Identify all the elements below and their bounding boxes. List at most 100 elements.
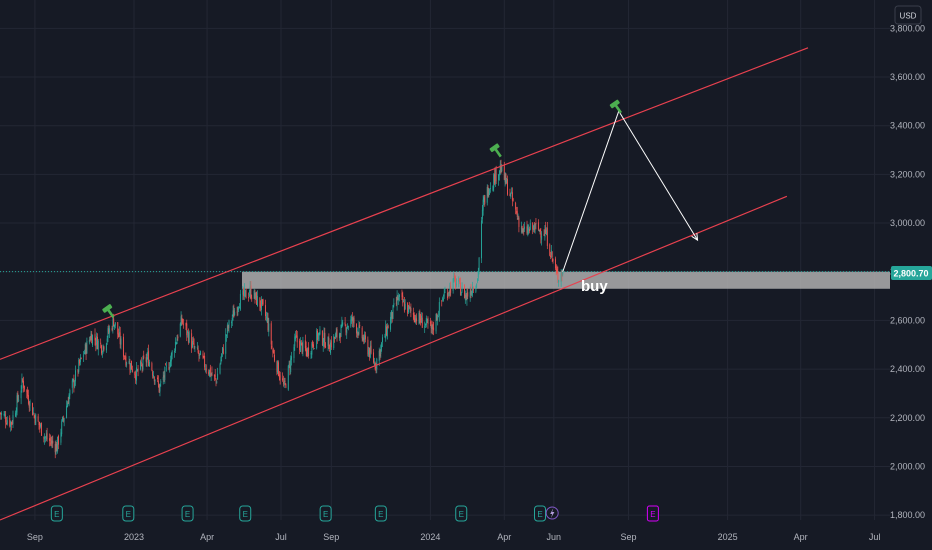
candle-body [228,320,230,329]
candle-body [493,174,495,188]
candle-body [74,382,76,388]
candle-body [168,367,170,370]
candle-body [450,286,452,293]
candle-body [316,330,318,349]
candle-body [182,319,184,324]
candle-body [17,393,19,400]
candle-body [68,395,70,405]
candle-body [483,197,485,202]
candle-body [108,329,110,333]
candle-body [34,416,36,424]
candle-body [364,334,366,341]
candle-body [490,188,491,189]
x-tick-label: 2025 [718,532,738,542]
candle-body [507,179,508,195]
candle-body [11,422,13,424]
candle-body [453,276,455,282]
candle-body [524,226,526,229]
candle-body [200,351,202,356]
candle-body [432,323,434,330]
candle-body [511,191,513,193]
candle-body [148,350,150,366]
candle-body [100,342,102,345]
candle-body [265,305,266,317]
candle-body [277,360,279,374]
candle-body [306,349,308,357]
support-zone-box [241,271,891,289]
candle-body [477,270,479,278]
candle-body [504,173,506,183]
candle-body [146,357,148,363]
candle-body [226,334,228,337]
candle-body [276,361,278,373]
candle-body [248,297,249,298]
candle-body [233,310,235,318]
candle-body [213,374,215,376]
candle-body [248,294,250,296]
candle-body [287,365,289,390]
projection-segment [562,110,620,272]
candle-body [164,366,166,380]
candle-body [16,395,18,413]
candle-body [123,355,125,357]
candle-body [555,267,557,271]
candle-body [192,341,194,343]
x-tick-label: 2023 [124,532,144,542]
candle-body [381,342,383,348]
candle-body [540,233,542,238]
candle-body [356,330,358,334]
candle-body [458,280,460,282]
candle-body [147,352,149,357]
candle-body [140,362,142,365]
candle-body [265,316,267,318]
y-tick-label: 2,200.00 [890,413,925,423]
candle-body [426,320,428,322]
candle-body [549,244,551,256]
candle-body [408,305,409,313]
candle-body [118,331,120,336]
earnings-badge-icon: E [319,505,332,522]
candle-body [330,342,331,354]
candle-body [288,363,290,365]
candle-body [126,363,128,364]
candle-body [169,367,171,368]
candle-body [261,299,262,311]
support-zone [0,271,891,289]
candle-body [253,290,255,299]
lightning-icon [545,506,559,520]
candle-body [210,374,212,376]
candle-body [21,377,23,389]
candle-body [461,286,463,292]
candle-body [341,322,343,326]
candle-body [245,289,247,299]
candle-body [552,259,554,261]
candle-body [499,164,501,173]
candle-body [193,343,195,348]
candle-body [520,227,522,229]
candle-body [399,294,400,297]
currency-button[interactable]: USD [894,5,922,25]
candle-body [307,347,309,356]
candle-body [380,345,382,355]
candle-body [40,424,42,427]
candle-body [1,412,3,415]
candle-body [392,305,394,319]
candle-body [300,341,301,352]
candle-body [273,351,275,354]
candle-body [444,291,446,293]
candle-body [410,308,412,312]
candle-body [188,332,190,343]
candle-body [317,330,318,340]
candle-body [20,390,22,399]
candle-body [336,329,338,338]
candle-body [46,433,48,440]
candle-body [114,324,115,328]
candle-body [539,229,541,232]
candle-body [45,436,46,438]
candle-body [550,255,552,258]
candle-body [72,379,74,381]
candle-body [353,317,355,324]
candle-body [141,365,143,368]
